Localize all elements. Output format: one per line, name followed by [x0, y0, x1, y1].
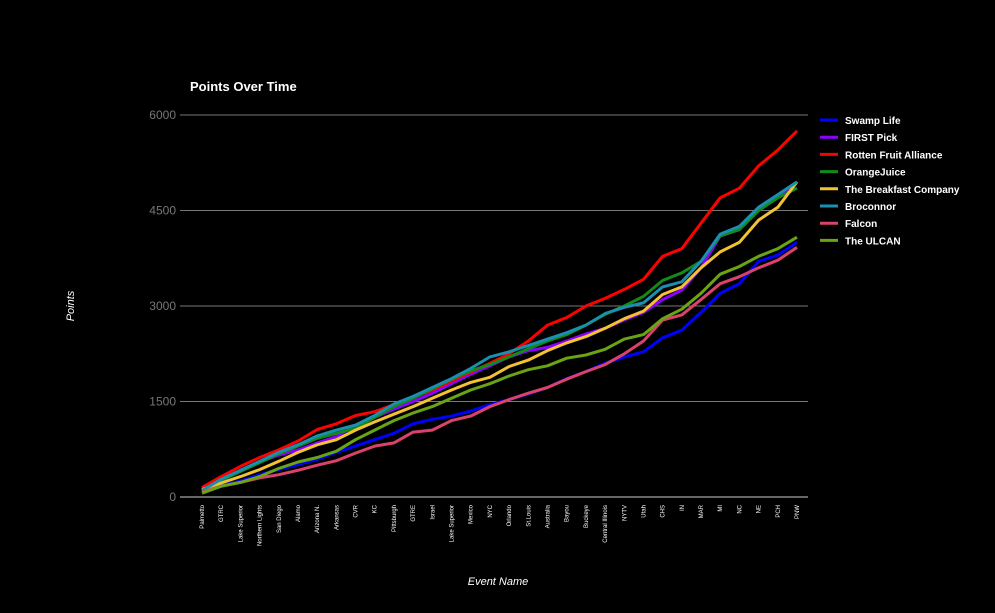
- y-tick-label: 4500: [149, 204, 176, 218]
- y-tick-label: 6000: [149, 108, 176, 122]
- y-tick-label: 1500: [149, 395, 176, 409]
- x-tick-label: MAR: [699, 504, 705, 518]
- x-tick-label: Utah: [641, 505, 647, 518]
- series-line: [201, 180, 799, 491]
- y-tick-label: 0: [169, 490, 176, 504]
- x-tick-label: Mexico: [469, 504, 475, 524]
- x-tick-label: St.Louis: [526, 505, 532, 527]
- x-tick-label: Arkansas: [334, 505, 340, 530]
- legend-label: Rotten Fruit Alliance: [845, 150, 943, 161]
- legend-label: Swamp Life: [845, 116, 901, 127]
- x-tick-label: Buckeye: [584, 504, 590, 528]
- x-tick-label: Northern Lights: [258, 505, 264, 546]
- x-tick-label: GTRE: [411, 505, 417, 522]
- x-tick-label: Australia: [545, 504, 551, 528]
- x-axis-title: Event Name: [468, 576, 529, 588]
- x-tick-label: Lake Superior: [238, 505, 244, 542]
- x-tick-label: NE: [757, 505, 763, 513]
- x-tick-label: Pittsburgh: [392, 505, 398, 532]
- x-tick-label: PNW: [795, 505, 801, 519]
- legend-label: Falcon: [845, 219, 877, 230]
- y-axis-title: Points: [65, 290, 77, 321]
- x-tick-label: CHS: [661, 505, 667, 518]
- series-line: [201, 180, 798, 492]
- x-tick-label: PCH: [776, 505, 782, 518]
- x-tick-label: CVR: [354, 504, 360, 517]
- x-tick-label: Central Illinois: [603, 505, 609, 543]
- series-line: [201, 246, 798, 494]
- x-tick-label: MI: [718, 505, 724, 512]
- x-tick-label: KC: [373, 504, 379, 513]
- x-tick-label: Palmetto: [200, 504, 206, 528]
- x-tick-label: NC: [737, 504, 743, 513]
- series-line: [201, 235, 798, 495]
- x-tick-label: NYC: [488, 504, 494, 517]
- x-tick-label: GTRC: [219, 504, 225, 522]
- legend-label: FIRST Pick: [845, 133, 898, 144]
- x-tick-label: Orlando: [507, 504, 513, 526]
- x-tick-label: Bayou: [565, 505, 571, 522]
- series-line: [201, 129, 799, 489]
- legend-label: OrangeJuice: [845, 168, 906, 179]
- x-tick-label: Israel: [430, 505, 436, 520]
- chart-title: Points Over Time: [190, 79, 297, 94]
- x-tick-label: Lake Superior: [450, 505, 456, 542]
- legend-label: Broconnor: [845, 202, 896, 213]
- legend-label: The ULCAN: [845, 236, 901, 247]
- x-tick-label: Arizona N.: [315, 505, 321, 533]
- x-tick-label: NYTV: [622, 505, 628, 521]
- x-tick-label: IN: [680, 505, 686, 511]
- x-tick-label: San Diego: [277, 504, 283, 533]
- x-tick-label: Alamo: [296, 504, 302, 522]
- legend-label: The Breakfast Company: [845, 185, 960, 196]
- y-tick-label: 3000: [149, 299, 176, 313]
